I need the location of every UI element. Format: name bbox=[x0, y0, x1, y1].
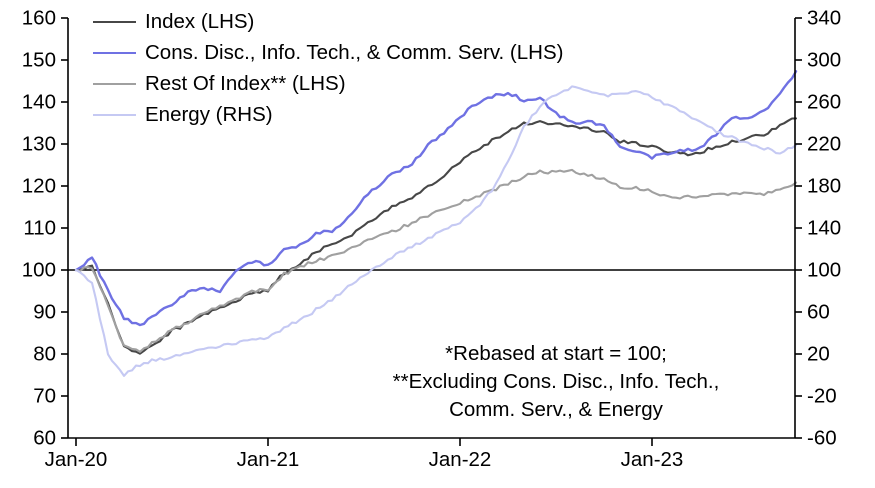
y-left-tick-label: 60 bbox=[33, 427, 56, 450]
chart-footnote: *Rebased at start = 100; **Excluding Con… bbox=[306, 340, 806, 424]
y-left-tick-label: 110 bbox=[23, 217, 56, 240]
legend-line-sample-index bbox=[93, 20, 136, 23]
y-left-tick-label: 150 bbox=[22, 49, 56, 72]
y-left-tick-label: 90 bbox=[33, 301, 56, 324]
legend-label-rest-of-index: Rest Of Index** (LHS) bbox=[145, 71, 346, 95]
y-right-tick-label: -60 bbox=[807, 427, 837, 450]
legend-line-sample-energy bbox=[93, 113, 136, 116]
y-right-tick-label: 20 bbox=[807, 343, 830, 366]
legend-line-sample-cons-disc bbox=[93, 51, 136, 54]
legend-item-energy: Energy (RHS) bbox=[93, 99, 563, 130]
x-tick-label: Jan-22 bbox=[429, 448, 492, 471]
legend-label-index: Index (LHS) bbox=[145, 9, 255, 33]
series-line-2 bbox=[74, 168, 798, 353]
y-left-tick-label: 160 bbox=[22, 7, 56, 30]
footnote-line-2: **Excluding Cons. Disc., Info. Tech., bbox=[392, 370, 720, 393]
x-tick-label: Jan-23 bbox=[621, 448, 684, 471]
y-right-tick-label: 340 bbox=[807, 7, 841, 30]
legend-label-energy: Energy (RHS) bbox=[145, 102, 273, 126]
y-left-tick-label: 130 bbox=[22, 133, 56, 156]
y-right-tick-label: 100 bbox=[807, 259, 841, 282]
y-left-tick-label: 120 bbox=[22, 175, 56, 198]
legend-item-rest-of-index: Rest Of Index** (LHS) bbox=[93, 68, 563, 99]
y-right-tick-label: 220 bbox=[807, 133, 841, 156]
x-tick-label: Jan-20 bbox=[45, 448, 108, 471]
y-left-tick-label: 140 bbox=[22, 91, 56, 114]
y-right-tick-label: 60 bbox=[807, 301, 830, 324]
legend: Index (LHS) Cons. Disc., Info. Tech., & … bbox=[93, 6, 563, 130]
y-right-tick-label: 300 bbox=[807, 49, 841, 72]
y-left-tick-label: 80 bbox=[33, 343, 56, 366]
footnote-line-1: *Rebased at start = 100; bbox=[445, 342, 667, 365]
x-tick-label: Jan-21 bbox=[237, 448, 300, 471]
y-left-tick-label: 70 bbox=[33, 385, 56, 408]
series-line-1 bbox=[74, 70, 798, 327]
y-left-tick-label: 100 bbox=[22, 259, 56, 282]
legend-label-cons-disc: Cons. Disc., Info. Tech., & Comm. Serv. … bbox=[145, 40, 564, 64]
legend-line-sample-rest-of-index bbox=[93, 82, 136, 85]
y-right-tick-label: -20 bbox=[807, 385, 837, 408]
footnote-line-3: Comm. Serv., & Energy bbox=[449, 398, 663, 421]
series-line-3 bbox=[74, 85, 798, 377]
legend-item-cons-disc: Cons. Disc., Info. Tech., & Comm. Serv. … bbox=[93, 37, 563, 68]
legend-item-index: Index (LHS) bbox=[93, 6, 563, 37]
y-right-tick-label: 180 bbox=[807, 175, 841, 198]
y-right-tick-label: 140 bbox=[807, 217, 841, 240]
series-line-0 bbox=[74, 117, 798, 355]
y-right-tick-label: 260 bbox=[807, 91, 841, 114]
